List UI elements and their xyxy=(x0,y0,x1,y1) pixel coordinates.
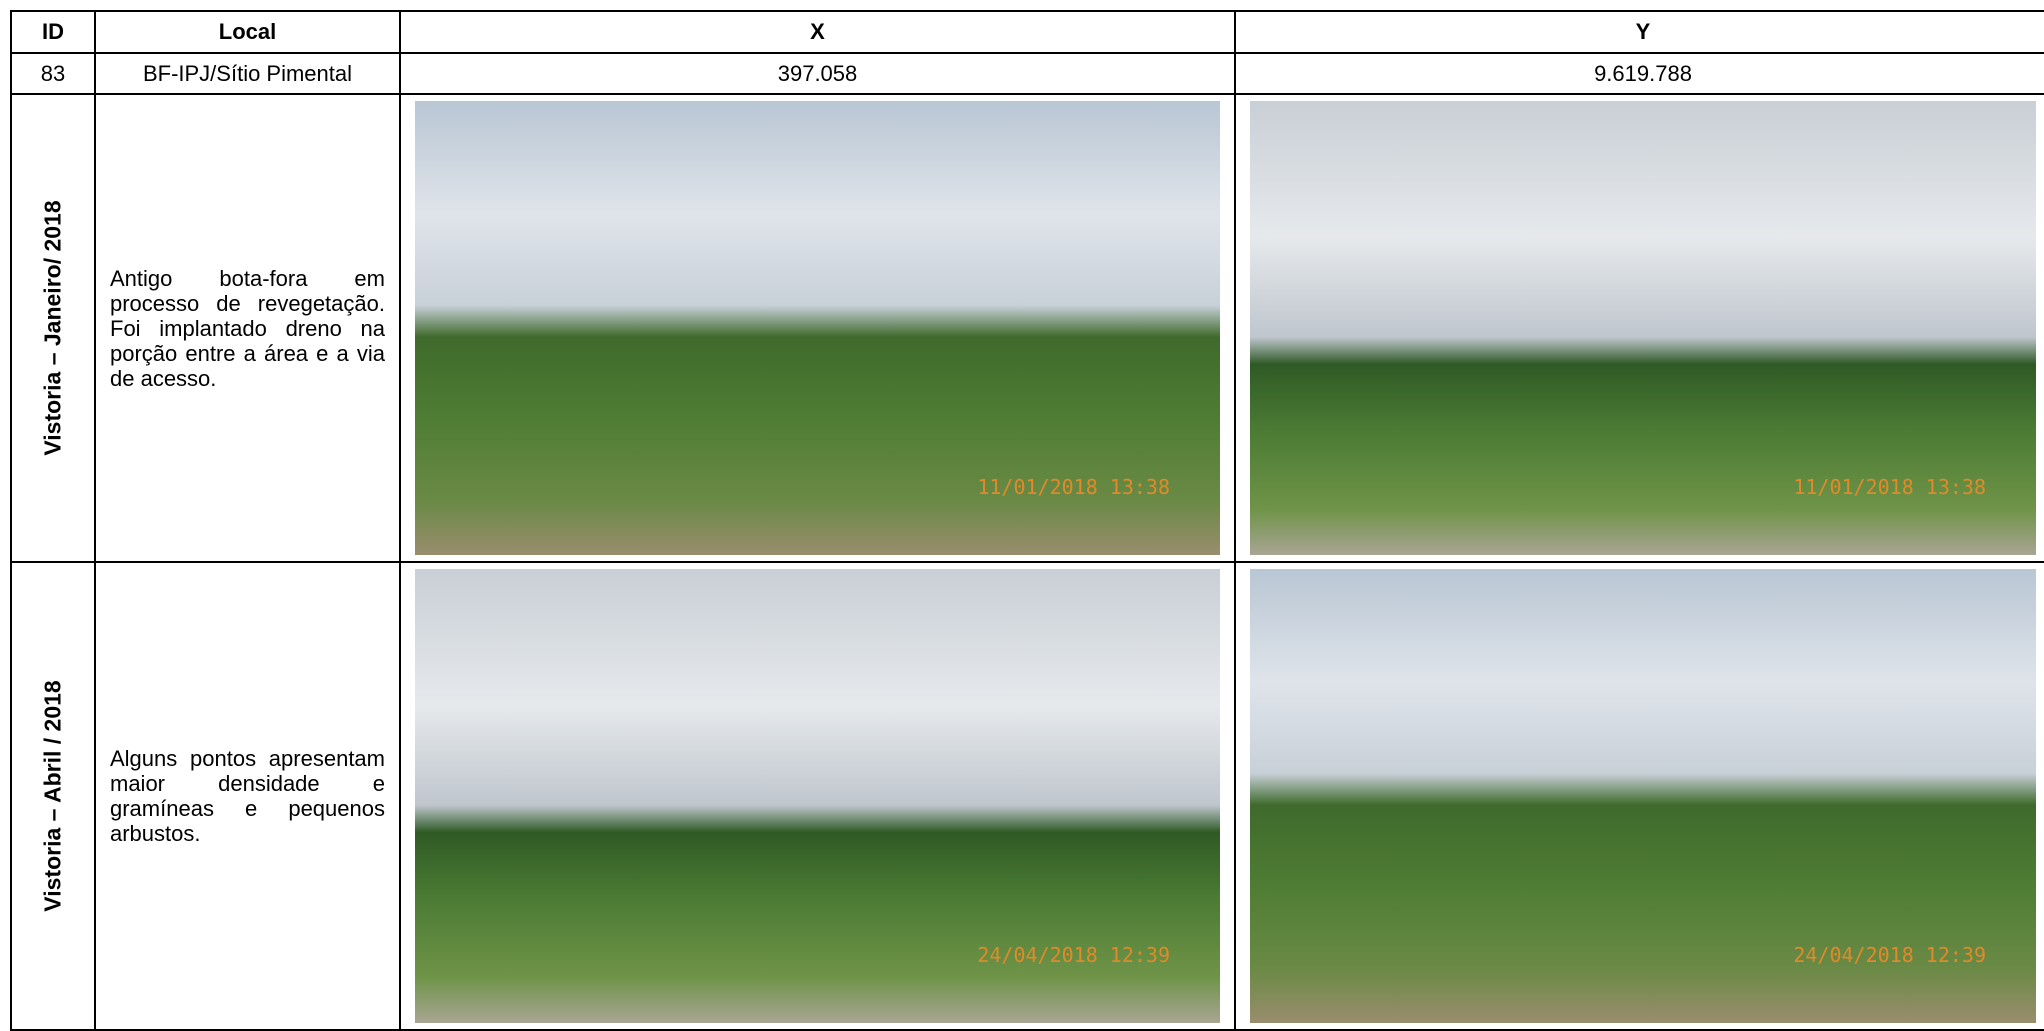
header-cell: Local xyxy=(94,10,401,54)
photo-cell: 24/04/2018 12:39 xyxy=(399,561,1236,1031)
photo-timestamp: 24/04/2018 12:39 xyxy=(977,943,1170,967)
section-label: Vistoria – Abril / 2018 xyxy=(39,680,66,912)
cell: 9.619.788 xyxy=(1234,52,2044,95)
photo: 11/01/2018 13:38 xyxy=(1250,101,2036,555)
header-cell: Y xyxy=(1234,10,2044,54)
description: Alguns pontos apresentam maior densidade… xyxy=(94,561,401,1031)
data-row: 83 BF-IPJ/Sítio Pimental 397.058 9.619.7… xyxy=(10,52,2044,95)
cell: 397.058 xyxy=(399,52,1236,95)
photo-timestamp: 11/01/2018 13:38 xyxy=(1793,475,1986,499)
photo-cell: 11/01/2018 13:38 xyxy=(1234,93,2044,563)
photo: 11/01/2018 13:38 xyxy=(415,101,1220,555)
cell: BF-IPJ/Sítio Pimental xyxy=(94,52,401,95)
header-row: ID Local X Y xyxy=(10,10,2044,54)
description: Antigo bota-fora em processo de revegeta… xyxy=(94,93,401,563)
photo-timestamp: 24/04/2018 12:39 xyxy=(1793,943,1986,967)
cell: 83 xyxy=(10,52,96,95)
photo-cell: 24/04/2018 12:39 xyxy=(1234,561,2044,1031)
photo: 24/04/2018 12:39 xyxy=(1250,569,2036,1023)
photo-cell: 11/01/2018 13:38 xyxy=(399,93,1236,563)
section-label-cell: Vistoria – Abril / 2018 xyxy=(10,561,96,1031)
photo-timestamp: 11/01/2018 13:38 xyxy=(977,475,1170,499)
section-label-cell: Vistoria – Janeiro/ 2018 xyxy=(10,93,96,563)
header-cell: ID xyxy=(10,10,96,54)
photo: 24/04/2018 12:39 xyxy=(415,569,1220,1023)
section-row: Vistoria – Janeiro/ 2018 Antigo bota-for… xyxy=(10,93,2044,563)
header-cell: X xyxy=(399,10,1236,54)
inspection-table: ID Local X Y 83 BF-IPJ/Sítio Pimental 39… xyxy=(10,10,2044,1031)
section-row: Vistoria – Abril / 2018 Alguns pontos ap… xyxy=(10,561,2044,1031)
section-label: Vistoria – Janeiro/ 2018 xyxy=(39,200,66,456)
